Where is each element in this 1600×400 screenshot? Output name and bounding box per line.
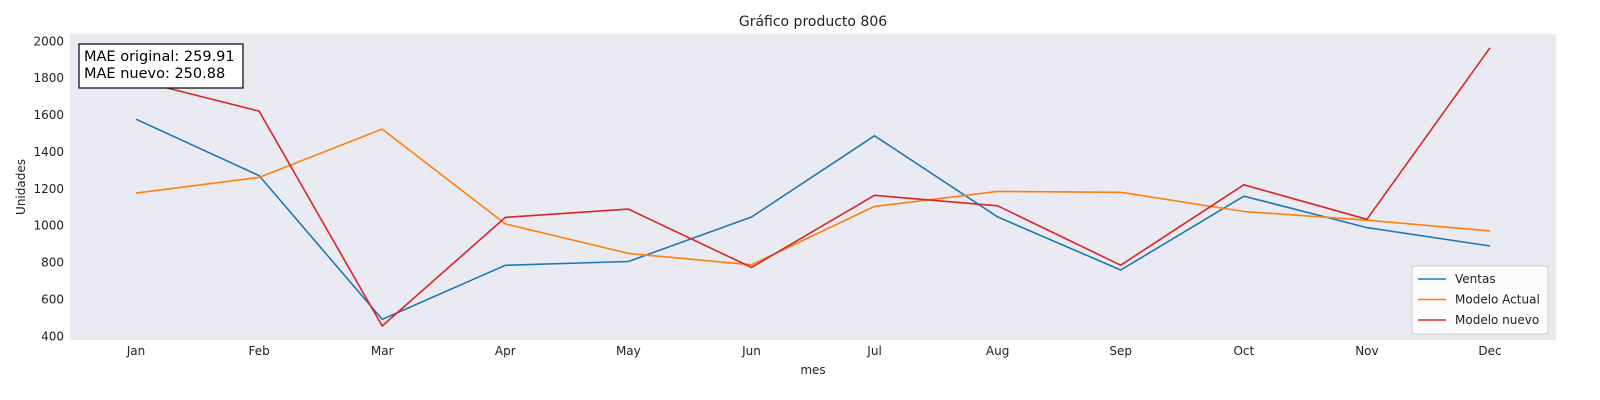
legend-label: Ventas (1455, 272, 1496, 286)
y-tick-label: 1400 (33, 145, 64, 159)
annotation-box (78, 43, 244, 89)
legend-label: Modelo nuevo (1455, 313, 1539, 327)
y-axis: 400 600 800 1000 1200 1400 1600 1800 2000 (33, 34, 64, 343)
series-line (135, 128, 1491, 266)
x-tick-label: Jun (741, 344, 761, 358)
x-tick-label: Jan (126, 344, 146, 358)
x-tick-label: Sep (1109, 344, 1132, 358)
y-tick-label: 1200 (33, 182, 64, 196)
x-tick-label: Jul (866, 344, 881, 358)
series-line (135, 47, 1491, 327)
y-tick-label: 2000 (33, 34, 64, 48)
y-tick-label: 1800 (33, 71, 64, 85)
x-tick-label: Aug (986, 344, 1009, 358)
annotation-line: MAE original: 259.91 (84, 49, 235, 65)
y-axis-label: Unidades (14, 159, 28, 215)
legend-label: Modelo Actual (1455, 293, 1540, 307)
chart-title: Gráfico producto 806 (739, 14, 887, 30)
x-tick-label: Oct (1233, 344, 1254, 358)
x-tick-label: Apr (495, 344, 516, 358)
y-tick-label: 1000 (33, 219, 64, 233)
x-tick-label: May (616, 344, 641, 358)
y-tick-label: 800 (41, 256, 64, 270)
x-tick-label: Nov (1355, 344, 1378, 358)
series-group (135, 47, 1491, 327)
x-axis: Jan Feb Mar Apr May Jun Jul Aug Sep Oct Nov Dec (126, 344, 1502, 358)
plot-area (70, 34, 1556, 340)
legend-box (1411, 265, 1549, 335)
y-tick-label: 600 (41, 292, 64, 306)
legend: Ventas Modelo Actual Modelo nuevo (1411, 265, 1549, 335)
x-tick-label: Feb (248, 344, 269, 358)
y-tick-label: 1600 (33, 108, 64, 122)
x-tick-label: Dec (1478, 344, 1501, 358)
x-axis-label: mes (800, 363, 825, 377)
annotation-line: MAE nuevo: 250.88 (84, 66, 225, 82)
series-line (135, 118, 1491, 321)
y-tick-label: 400 (41, 329, 64, 343)
x-tick-label: Mar (371, 344, 394, 358)
